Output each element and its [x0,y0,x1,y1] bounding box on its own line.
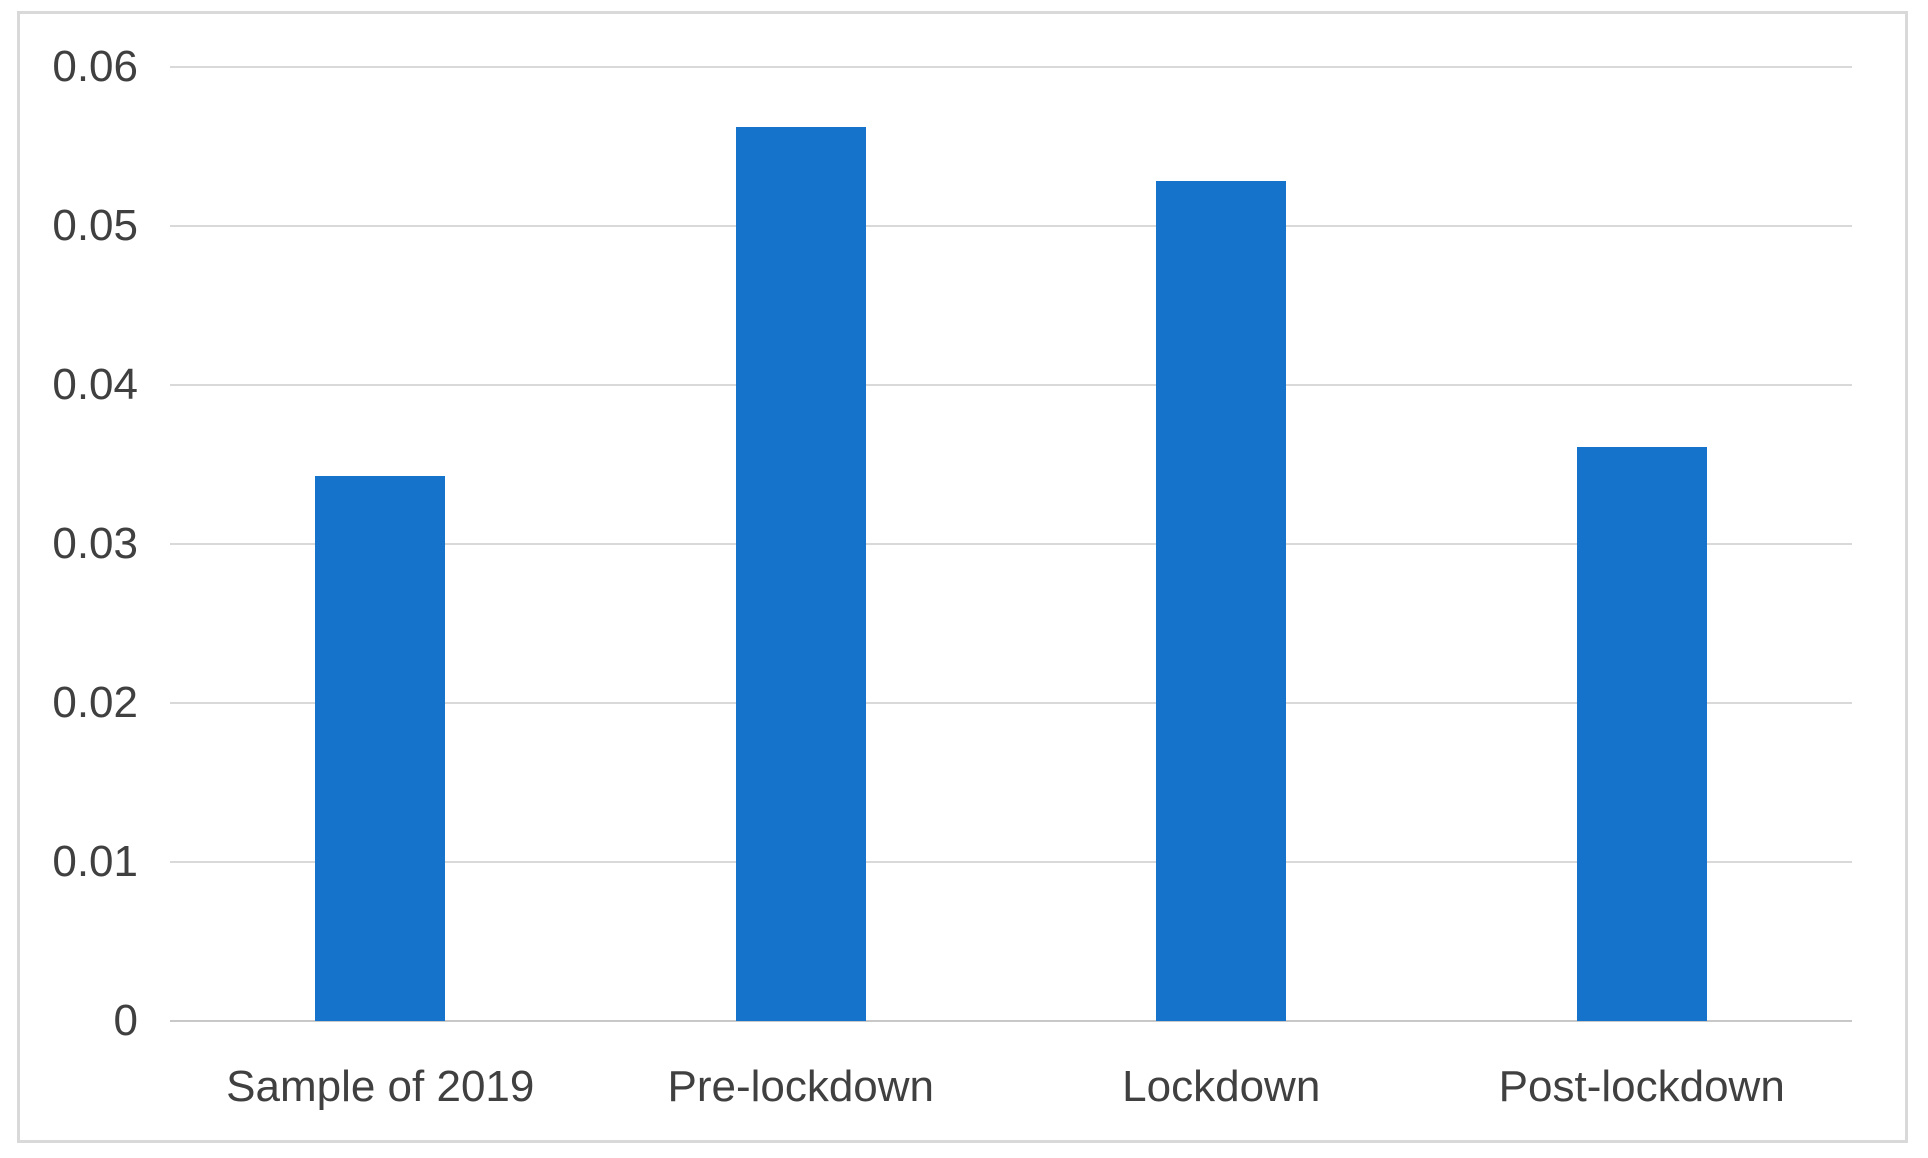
bar-slot [170,67,591,1021]
gridline [170,66,1852,68]
y-tick-label: 0 [113,996,138,1045]
bar-slot [591,67,1012,1021]
x-axis-line [170,1020,1852,1022]
gridline [170,225,1852,227]
gridline [170,702,1852,704]
x-axis: Sample of 2019 Pre-lockdown Lockdown Post-l… [170,1062,1852,1112]
bar-slot [1011,67,1432,1021]
bar-lockdown [1156,181,1287,1021]
y-tick-label: 0.04 [52,360,138,409]
gridline [170,384,1852,386]
bar-chart-figure: 0 0.01 0.02 0.03 0.04 0.05 0.06 Sample of 2019… [17,11,1908,1143]
y-tick-label: 0.05 [52,201,138,250]
x-category-label: Lockdown [1122,1062,1321,1111]
y-tick-label: 0.03 [52,519,138,568]
bar-sample-of-2019 [315,476,446,1021]
bar-slot [1432,67,1853,1021]
x-category-label: Pre-lockdown [667,1062,935,1111]
plot-area [170,66,1853,1022]
y-tick-label: 0.06 [52,42,138,91]
gridline [170,543,1852,545]
y-tick-label: 0.02 [52,678,138,727]
bar-post-lockdown [1576,447,1707,1021]
bar-pre-lockdown [735,127,866,1021]
gridline [170,861,1852,863]
x-category-label: Post-lockdown [1498,1062,1785,1111]
y-tick-label: 0.01 [52,837,138,886]
x-category-label: Sample of 2019 [226,1062,535,1111]
